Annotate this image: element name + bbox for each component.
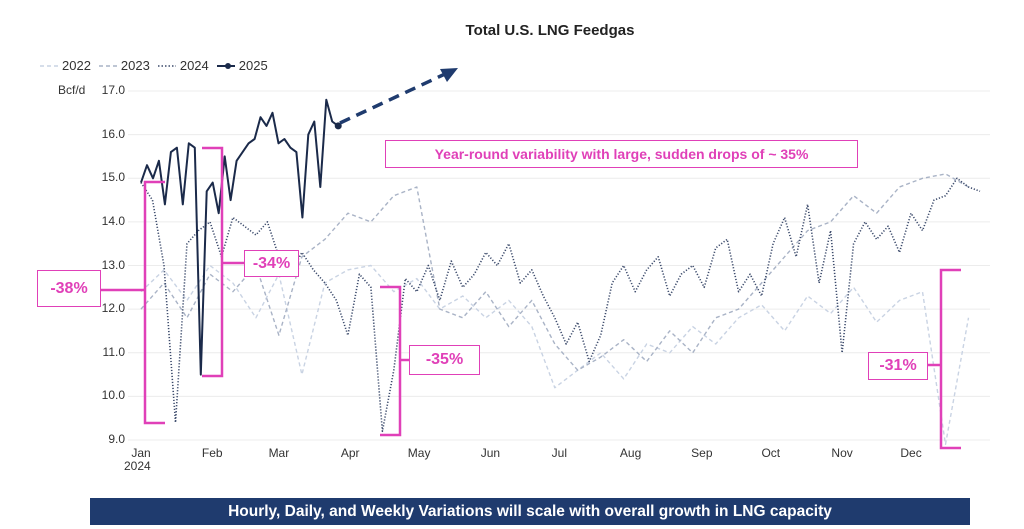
legend-dotted-icon [157, 64, 176, 67]
x-tick-label: Oct [761, 446, 781, 460]
y-tick-label: 12.0 [101, 301, 125, 316]
drop-label-dec: -31% [868, 352, 928, 380]
x-tick-label: Aug [619, 446, 642, 460]
trend-arrow-head-icon [440, 68, 458, 82]
series-end-marker-2025 [334, 122, 342, 130]
legend-label: 2022 [62, 58, 91, 73]
x-tick-label: Dec [900, 446, 922, 460]
legend-item-2025[interactable]: 2025 [216, 58, 268, 73]
legend-item-2022[interactable]: 2022 [40, 58, 91, 73]
series-line-2025 [140, 98, 339, 376]
x-tick-label: Jul [551, 446, 568, 460]
y-axis-label: Bcf/d [58, 83, 86, 97]
y-tick-label: 10.0 [101, 388, 125, 403]
x-tick-label: Jan [131, 446, 151, 460]
chart-title: Total U.S. LNG Feedgas [465, 22, 635, 39]
x-tick-label: Mar [268, 446, 290, 460]
y-tick-label: 13.0 [101, 257, 125, 272]
x-tick-label: Nov [831, 446, 853, 460]
y-tick-label: 11.0 [102, 344, 125, 359]
legend-solid-marker-icon [216, 62, 235, 69]
x-tick-label: Sep [691, 446, 713, 460]
legend-dashed-light-icon [40, 64, 58, 67]
legend-label: 2025 [238, 58, 268, 73]
legend-dashed-icon [98, 64, 117, 67]
drop-label-jan: -38% [37, 270, 101, 307]
drop-bracket [143, 180, 165, 425]
legend-label: 2024 [179, 58, 209, 73]
x-tick-label: Jun [480, 446, 501, 460]
y-tick-label: 14.0 [101, 213, 125, 228]
footer-banner: Hourly, Daily, and Weekly Variations wil… [90, 498, 970, 525]
y-tick-label: 17.0 [101, 83, 125, 97]
series-line-2024 [140, 177, 981, 433]
legend: 2022 2023 2024 2025 [40, 58, 268, 73]
legend-item-2024[interactable]: 2024 [157, 58, 209, 73]
y-tick-label: 16.0 [101, 126, 125, 141]
x-tick-label: Feb [201, 446, 223, 460]
legend-label: 2023 [120, 58, 150, 73]
y-tick-label: 15.0 [101, 170, 125, 185]
legend-item-2023[interactable]: 2023 [98, 58, 150, 73]
callout-box: Year-round variability with large, sudde… [385, 140, 858, 168]
drop-label-apr: -35% [409, 345, 480, 375]
y-tick-label: 9.0 [108, 432, 125, 446]
x-tick-label: Apr [340, 446, 360, 460]
drop-label-feb: -34% [244, 250, 299, 277]
series-line-2023 [140, 173, 969, 371]
x-year-label: 2024 [124, 459, 151, 473]
trend-arrow-line [339, 72, 446, 125]
drop-bracket [939, 268, 961, 450]
x-tick-label: May [407, 446, 431, 460]
